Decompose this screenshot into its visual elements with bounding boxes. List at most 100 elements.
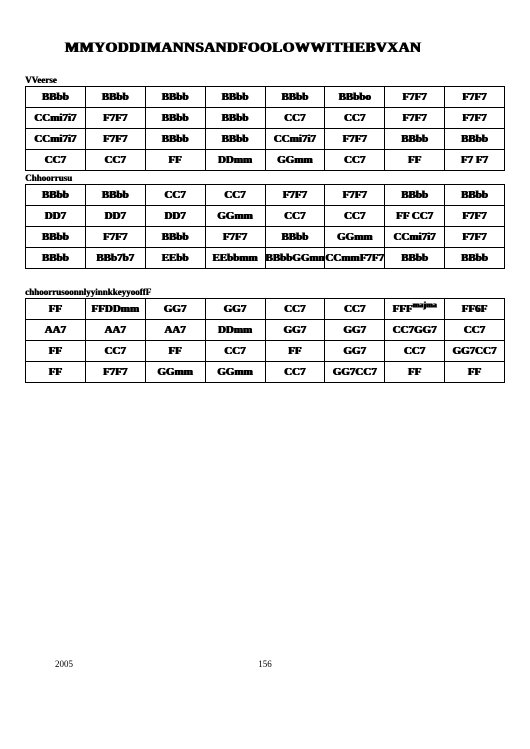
chord-cell: AA7 (85, 320, 145, 341)
chord-cell: BBbb (385, 248, 445, 269)
table-row: FFFFDDmmGG7GG7CC7CC7FFFmajmaFF6F (26, 299, 505, 320)
chord-cell: GGmm (205, 362, 265, 383)
section-chorus-key-f: chhoorrusoonnlyyinnkkeyyooffF FFFFDDmmGG… (25, 287, 505, 383)
chord-cell: BBbb (145, 87, 205, 108)
section-label-key-f: chhoorrusoonnlyyinnkkeyyooffF (25, 287, 505, 297)
chord-cell: BBbb (26, 227, 86, 248)
page-title: MMYODDIMANNSANDFOOLOWWITHEBVXAN (65, 40, 505, 57)
chord-cell: CC7 (385, 341, 445, 362)
chord-cell: CCmi7i7 (265, 129, 325, 150)
chord-cell: CC7 (205, 185, 265, 206)
chord-cell: BBbb (385, 129, 445, 150)
section-label-verse: VVeerse (25, 75, 505, 85)
table-row: FFF7F7GGmmGGmmCC7GG7CC7FFFF (26, 362, 505, 383)
chord-superscript: majma (413, 300, 437, 309)
chord-cell: CC7 (265, 299, 325, 320)
chord-cell: CC7 (265, 206, 325, 227)
section-chorus: Chhoorrusu BBbbBBbbCC7CC7F7F7F7F7BBbbBBb… (25, 173, 505, 269)
chord-cell: GG7 (145, 299, 205, 320)
chord-cell: FF (26, 341, 86, 362)
table-row: BBbbBBbbCC7CC7F7F7F7F7BBbbBBbb (26, 185, 505, 206)
table-row: AA7AA7AA7DDmmGG7GG7CC7GG7CC7 (26, 320, 505, 341)
chord-cell: CC7 (325, 150, 385, 171)
chord-cell: F7F7 (205, 227, 265, 248)
chord-cell: GGmm (265, 150, 325, 171)
chord-cell: F7F7 (385, 108, 445, 129)
chord-cell: F7F7 (85, 227, 145, 248)
table-row: BBbbBBb7b7EEbbEEbbmmBBbbGGmmCCmmF7F7BBbb… (26, 248, 505, 269)
chord-cell: F7F7 (85, 129, 145, 150)
chord-cell: FF (26, 299, 86, 320)
chord-cell: CCmi7i7 (26, 129, 86, 150)
chord-cell: BBbb (85, 87, 145, 108)
chord-cell: FF (385, 362, 445, 383)
chord-cell: GGmm (145, 362, 205, 383)
chord-cell: CC7 (325, 108, 385, 129)
footer-year: 2005 (55, 659, 73, 669)
chord-cell: CC7 (325, 206, 385, 227)
table-row: FFCC7FFCC7FFGG7CC7GG7CC7 (26, 341, 505, 362)
chord-cell: FF6F (445, 299, 505, 320)
chord-sheet-page: MMYODDIMANNSANDFOOLOWWITHEBVXAN VVeerse … (0, 0, 530, 749)
chord-cell: BBbb (445, 248, 505, 269)
chorus-table: BBbbBBbbCC7CC7F7F7F7F7BBbbBBbbDD7DD7DD7G… (25, 184, 505, 269)
chord-cell: BBbb (145, 108, 205, 129)
chord-cell: DD7 (85, 206, 145, 227)
chord-cell: BBbbGGmm (265, 248, 325, 269)
chord-cell: FF (26, 362, 86, 383)
chord-cell: GGmm (205, 206, 265, 227)
chord-cell: BBbb (145, 129, 205, 150)
table-row: BBbbBBbbBBbbBBbbBBbbBBbboF7F7F7F7 (26, 87, 505, 108)
chord-cell: F7F7 (445, 87, 505, 108)
chord-cell: FF CC7 (385, 206, 445, 227)
chord-cell: GG7 (325, 341, 385, 362)
chord-cell: CC7 (265, 362, 325, 383)
chord-cell: FF (145, 341, 205, 362)
chord-cell: BBbb (205, 129, 265, 150)
chord-cell: EEbbmm (205, 248, 265, 269)
verse-table: BBbbBBbbBBbbBBbbBBbbBBbboF7F7F7F7 CCmi7i7… (25, 86, 505, 171)
chord-cell: CC7 (325, 299, 385, 320)
chord-cell: CC7 (145, 185, 205, 206)
chord-cell: BBbb (26, 248, 86, 269)
chord-cell: CC7 (445, 320, 505, 341)
chord-cell: F7F7 (445, 108, 505, 129)
section-label-chorus: Chhoorrusu (25, 173, 505, 183)
chord-cell: CC7GG7 (385, 320, 445, 341)
chord-cell: AA7 (26, 320, 86, 341)
chord-cell: BBbb (385, 185, 445, 206)
chord-cell: EEbb (145, 248, 205, 269)
chord-cell: CC7 (205, 341, 265, 362)
spacer (25, 271, 505, 285)
table-row: CCmi7i7F7F7BBbbBBbbCCmi7i7F7F7BBbbBBbb (26, 129, 505, 150)
chord-cell: CC7 (85, 341, 145, 362)
chord-cell: CC7 (26, 150, 86, 171)
chord-cell: F7F7 (445, 227, 505, 248)
chord-cell: GG7 (205, 299, 265, 320)
chord-cell: GG7 (325, 320, 385, 341)
footer-page-number: 156 (258, 659, 272, 669)
chord-cell: BBbb (85, 185, 145, 206)
chord-cell: GGmm (325, 227, 385, 248)
chord-cell: DDmm (205, 320, 265, 341)
chord-cell: GG7CC7 (325, 362, 385, 383)
chord-cell: BBbb (265, 227, 325, 248)
chord-cell: F7F7 (445, 206, 505, 227)
chord-cell: CC7 (85, 150, 145, 171)
chord-cell: F7F7 (325, 129, 385, 150)
chord-cell: FF (385, 150, 445, 171)
chord-cell: DD7 (145, 206, 205, 227)
chord-cell: GG7CC7 (445, 341, 505, 362)
chord-cell: GG7 (265, 320, 325, 341)
chord-cell: F7 F7 (445, 150, 505, 171)
chord-cell: DD7 (26, 206, 86, 227)
chord-cell: BBbb (205, 87, 265, 108)
chord-cell: F7F7 (85, 362, 145, 383)
chord-cell: FF (145, 150, 205, 171)
section-verse: VVeerse BBbbBBbbBBbbBBbbBBbbBBbboF7F7F7F… (25, 75, 505, 171)
chord-cell: BBbb (445, 129, 505, 150)
key-f-table: FFFFDDmmGG7GG7CC7CC7FFFmajmaFF6FAA7AA7AA… (25, 298, 505, 383)
chord-cell: BBbb (145, 227, 205, 248)
table-row: CC7CC7FFDDmmGGmmCC7FFF7 F7 (26, 150, 505, 171)
chord-cell: F7F7 (325, 185, 385, 206)
